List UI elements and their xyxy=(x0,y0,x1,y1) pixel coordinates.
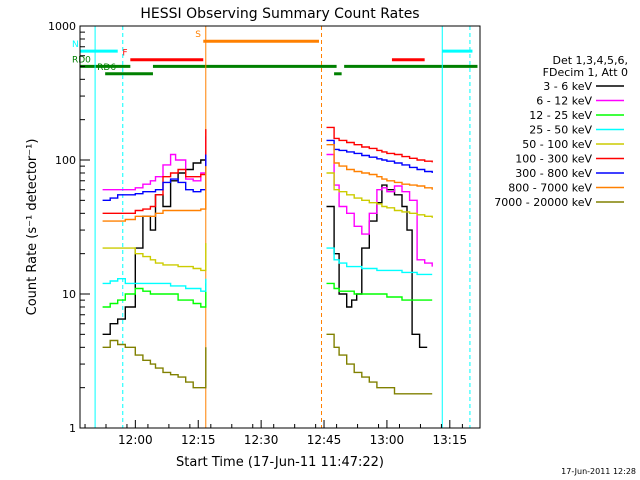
x-tick-label: 13:15 xyxy=(433,433,468,447)
legend-label: 800 - 7000 keV xyxy=(508,182,592,195)
series-line xyxy=(102,339,207,389)
legend-label: 6 - 12 keV xyxy=(536,95,592,108)
legend-label: 25 - 50 keV xyxy=(529,124,592,137)
flag-label: N xyxy=(72,40,79,50)
series-line xyxy=(102,136,207,191)
x-axis: 12:00 12:15 12:30 12:45 13:00 13:15 xyxy=(84,420,468,447)
series-line xyxy=(326,333,433,395)
series-line xyxy=(102,283,207,308)
plot-frame xyxy=(79,25,481,429)
y-tick-label: 100 xyxy=(55,154,76,167)
series-line xyxy=(326,282,433,301)
y-tick-label: 10 xyxy=(62,288,76,301)
flag-label: F xyxy=(122,49,127,59)
series-line xyxy=(326,126,433,163)
legend-label: 300 - 800 keV xyxy=(515,167,592,180)
series-line xyxy=(326,153,433,267)
legend-label: 7000 - 20000 keV xyxy=(494,196,592,209)
series-line xyxy=(326,172,433,218)
y-axis: 1 10 100 1000 xyxy=(48,20,90,435)
y-axis-label: Count Rate (s⁻¹ detector⁻¹) xyxy=(25,139,40,316)
series-line xyxy=(102,278,207,292)
y-tick-label: 1 xyxy=(69,422,76,435)
series-line xyxy=(326,247,433,276)
legend-header: FDecim 1, Att 0 xyxy=(543,66,628,79)
legend-label: 12 - 25 keV xyxy=(529,109,592,122)
legend-label: 3 - 6 keV xyxy=(543,80,592,93)
footer-date: 17-Jun-2011 12:28 xyxy=(561,467,636,476)
x-tick-label: 12:45 xyxy=(307,433,342,447)
series-line xyxy=(102,129,207,214)
y-tick-label: 1000 xyxy=(48,20,76,33)
x-axis-label: Start Time (17-Jun-11 11:47:22) xyxy=(176,455,384,470)
legend-header: Det 1,3,4,5,6, xyxy=(552,54,628,67)
flag-label: RD0 xyxy=(72,55,91,65)
series-line xyxy=(326,144,433,190)
series-line xyxy=(102,166,207,222)
x-tick-label: 12:15 xyxy=(181,433,216,447)
x-tick-label: 13:00 xyxy=(370,433,405,447)
series-line xyxy=(102,154,207,201)
series-lines xyxy=(102,126,433,395)
x-tick-label: 12:00 xyxy=(118,433,153,447)
series-line xyxy=(326,139,433,173)
x-tick-label: 12:30 xyxy=(244,433,279,447)
flag-bars: N F S RD0 RD6 xyxy=(72,30,478,76)
flag-label: RD6 xyxy=(97,63,116,73)
legend-label: 50 - 100 keV xyxy=(522,138,592,151)
legend-label: 100 - 300 keV xyxy=(515,153,592,166)
series-line xyxy=(102,243,207,272)
flag-label: S xyxy=(195,30,201,40)
chart-title: HESSI Observing Summary Count Rates xyxy=(140,6,419,22)
legend: Det 1,3,4,5,6,FDecim 1, Att 03 - 6 keV 6 … xyxy=(494,54,628,209)
